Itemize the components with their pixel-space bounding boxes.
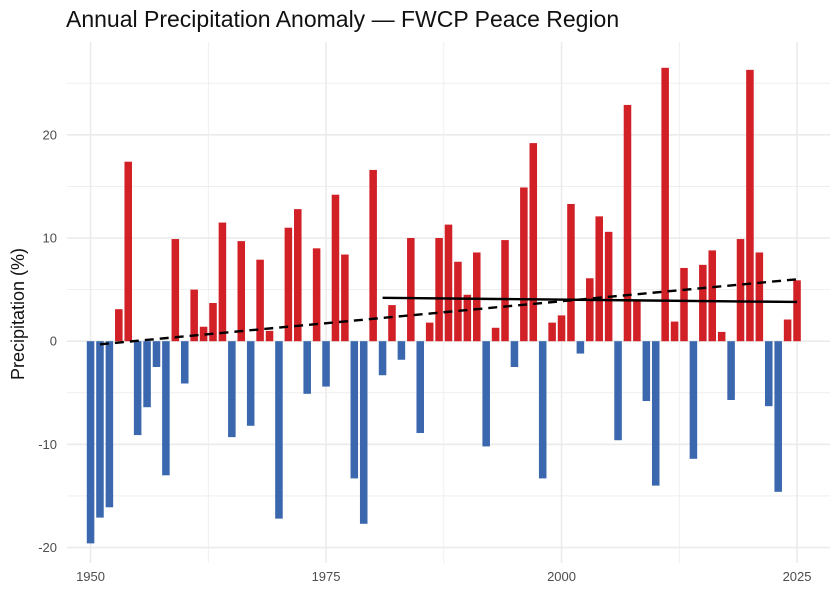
bar-1979 bbox=[359, 341, 368, 524]
x-tick-label: 2000 bbox=[547, 569, 576, 584]
bar-1958 bbox=[162, 341, 170, 476]
bar-1951 bbox=[96, 341, 104, 518]
bar-1964 bbox=[218, 222, 227, 342]
bar-2018 bbox=[727, 341, 735, 400]
bar-2025 bbox=[793, 280, 801, 342]
bar-1982 bbox=[388, 305, 396, 342]
bar-2002 bbox=[576, 341, 585, 354]
bar-1990 bbox=[463, 294, 472, 342]
bar-1973 bbox=[303, 341, 311, 394]
bar-2013 bbox=[680, 267, 688, 342]
bar-2021 bbox=[755, 252, 764, 342]
bar-1970 bbox=[275, 341, 283, 519]
bar-2022 bbox=[765, 341, 773, 407]
bar-2014 bbox=[689, 341, 698, 459]
bar-1950 bbox=[86, 341, 95, 544]
bar-1966 bbox=[237, 241, 246, 342]
bar-1959 bbox=[171, 239, 180, 342]
bar-1972 bbox=[294, 209, 302, 342]
x-tick-label: 2025 bbox=[783, 569, 812, 584]
bar-1995 bbox=[510, 341, 519, 367]
bar-1988 bbox=[444, 224, 453, 342]
bar-2015 bbox=[699, 264, 707, 342]
bar-1957 bbox=[152, 341, 161, 367]
trend-line-solid bbox=[382, 296, 798, 304]
bar-1952 bbox=[105, 341, 114, 508]
bar-2001 bbox=[567, 203, 575, 342]
bar-1977 bbox=[341, 254, 349, 342]
bar-2005 bbox=[604, 231, 613, 342]
bar-1960 bbox=[180, 341, 189, 384]
bar-1953 bbox=[115, 309, 123, 342]
bar-2004 bbox=[595, 216, 603, 342]
x-tick-label: 1975 bbox=[312, 569, 341, 584]
bar-1963 bbox=[209, 303, 217, 342]
bar-1962 bbox=[199, 326, 208, 342]
bar-1987 bbox=[435, 238, 443, 342]
y-tick-label: -20 bbox=[38, 540, 57, 555]
x-tick-label: 1950 bbox=[76, 569, 105, 584]
bar-2009 bbox=[642, 341, 651, 402]
trend-line-dashed bbox=[99, 278, 798, 346]
bar-1967 bbox=[246, 341, 255, 426]
bar-1996 bbox=[520, 187, 528, 342]
chart-title: Annual Precipitation Anomaly — FWCP Peac… bbox=[66, 6, 620, 32]
bar-2016 bbox=[708, 250, 717, 342]
y-axis-title: Precipitation (%) bbox=[8, 248, 28, 380]
bars-layer bbox=[86, 67, 801, 544]
bar-2023 bbox=[774, 341, 782, 492]
bar-2017 bbox=[717, 331, 726, 342]
bar-2008 bbox=[633, 299, 641, 342]
bar-1954 bbox=[124, 161, 132, 342]
axis-layer: 1950 1975 2000 2025 -20 -10 0 10 20 bbox=[38, 127, 811, 584]
bar-2010 bbox=[651, 341, 660, 486]
bar-1976 bbox=[331, 194, 340, 342]
bar-1965 bbox=[228, 341, 236, 438]
bar-2000 bbox=[557, 315, 566, 342]
bar-1983 bbox=[397, 341, 406, 360]
bar-2006 bbox=[614, 341, 622, 441]
bar-1980 bbox=[369, 169, 377, 342]
y-tick-label: 10 bbox=[43, 231, 57, 246]
bar-2024 bbox=[783, 319, 792, 342]
bar-1992 bbox=[482, 341, 490, 447]
trend-layer bbox=[99, 278, 798, 346]
bar-1998 bbox=[538, 341, 547, 479]
bar-1978 bbox=[350, 341, 359, 479]
bar-1955 bbox=[133, 341, 142, 436]
bar-1956 bbox=[143, 341, 151, 408]
bar-1999 bbox=[548, 322, 556, 342]
bar-2003 bbox=[586, 278, 594, 342]
bar-2019 bbox=[736, 239, 745, 342]
y-tick-label: 20 bbox=[43, 127, 57, 142]
bar-2020 bbox=[746, 69, 754, 342]
bar-1971 bbox=[284, 227, 293, 342]
bar-1985 bbox=[416, 341, 425, 434]
bar-1969 bbox=[265, 330, 274, 342]
bar-1994 bbox=[501, 240, 509, 342]
bar-1993 bbox=[491, 327, 500, 342]
y-tick-label: 0 bbox=[50, 334, 57, 349]
bar-1997 bbox=[529, 143, 538, 342]
bar-1991 bbox=[472, 252, 481, 342]
bar-1986 bbox=[425, 322, 434, 342]
bar-1975 bbox=[322, 341, 330, 387]
bar-2011 bbox=[661, 67, 669, 342]
bar-1984 bbox=[407, 238, 415, 342]
bar-2007 bbox=[623, 104, 632, 342]
bar-2012 bbox=[670, 321, 679, 342]
bar-1974 bbox=[312, 248, 321, 342]
bar-1981 bbox=[378, 341, 387, 376]
y-tick-label: -10 bbox=[38, 437, 57, 452]
bar-1989 bbox=[454, 261, 462, 342]
bar-1968 bbox=[256, 259, 264, 342]
bar-1961 bbox=[190, 289, 198, 342]
